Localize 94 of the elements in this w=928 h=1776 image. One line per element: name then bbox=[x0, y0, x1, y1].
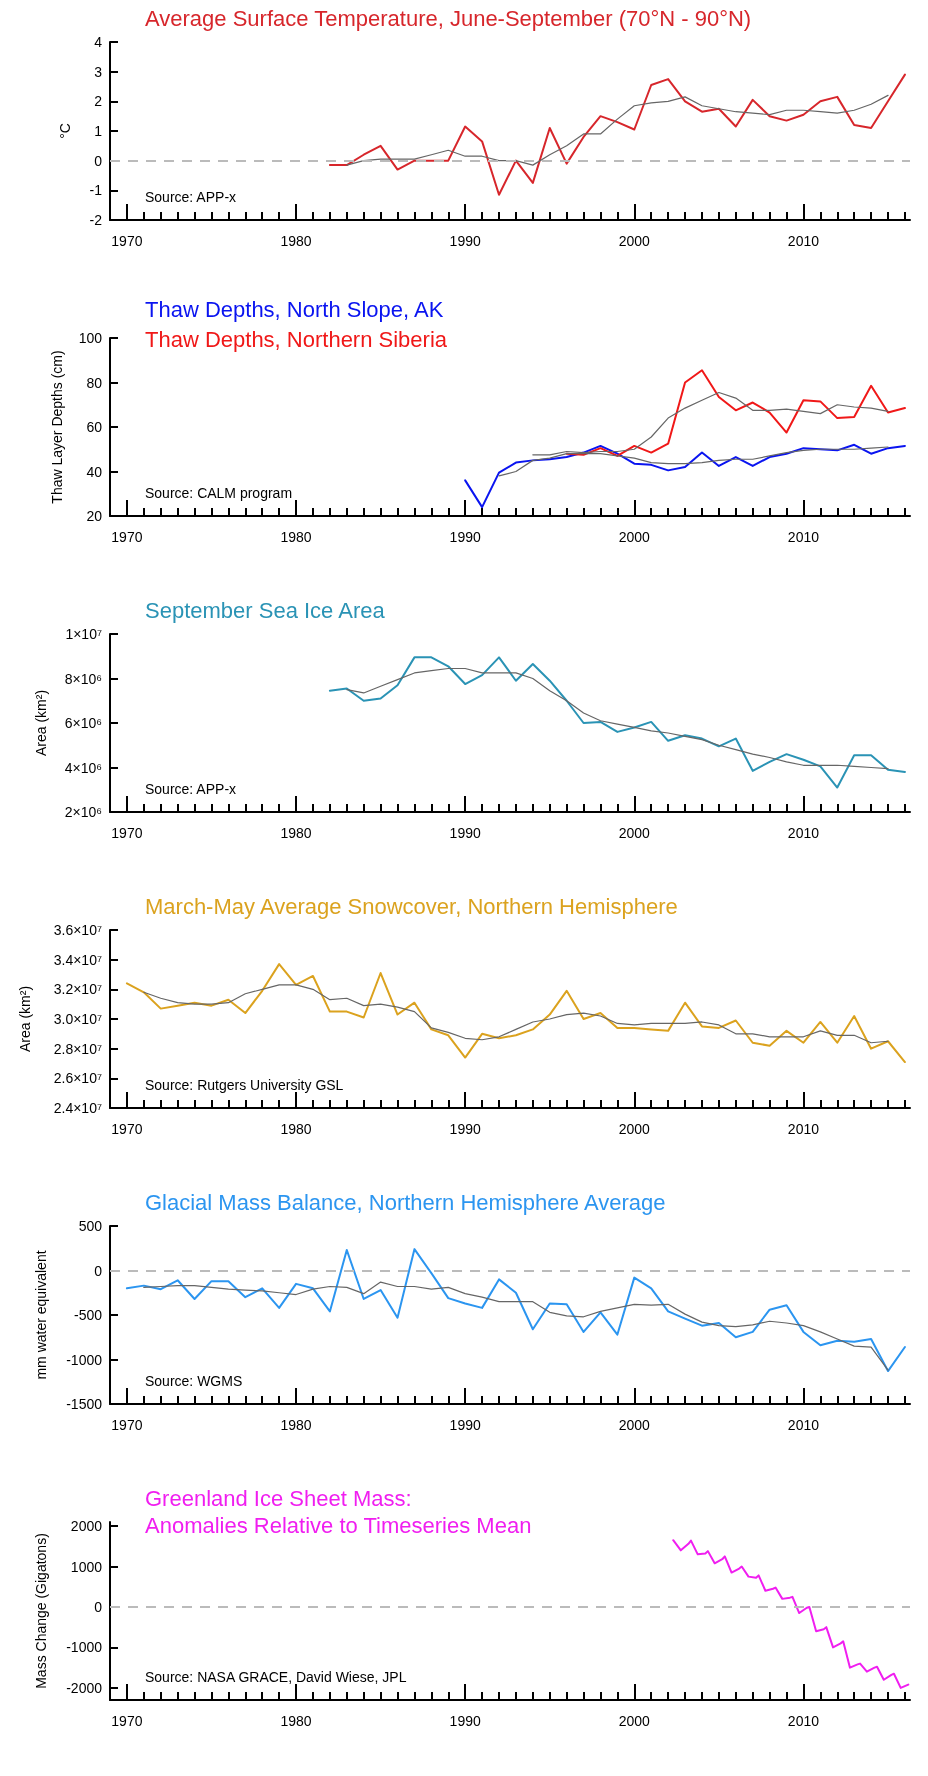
annotation: Source: CALM program bbox=[145, 485, 293, 501]
y-tick-label: 80 bbox=[86, 374, 103, 391]
text: Thaw Depths, Northern Siberia bbox=[145, 326, 448, 352]
line-series bbox=[143, 984, 889, 1044]
y-tick-label: 0 bbox=[94, 1598, 103, 1615]
x-tick-label: 1980 bbox=[280, 529, 312, 545]
x-tick-label: 2000 bbox=[618, 529, 651, 545]
y-tick-label: 8×10⁶ bbox=[64, 670, 102, 687]
y-tick-label: -1 bbox=[89, 182, 103, 199]
x-tick-label: 2000 bbox=[618, 825, 651, 841]
y-tick-label: 2.8×10⁷ bbox=[53, 1040, 102, 1057]
y-tick-label: 40 bbox=[86, 463, 103, 480]
y-axis-title: Area (km²) bbox=[33, 689, 49, 757]
annotation: Source: WGMS bbox=[145, 1373, 243, 1389]
y-tick-label: 60 bbox=[86, 419, 103, 435]
line-series bbox=[565, 369, 906, 457]
x-tick-label: 2000 bbox=[618, 1713, 651, 1729]
x-tick-label: 2010 bbox=[787, 1713, 820, 1729]
x-tick-label: 2000 bbox=[618, 1121, 651, 1137]
chart-title: Average Surface Temperature, June-September (70°N - 90°N) bbox=[145, 6, 752, 31]
y-tick-label: 3.6×10⁷ bbox=[53, 922, 102, 938]
y-tick-label: 4×10⁶ bbox=[64, 759, 102, 776]
chart-title: September Sea Ice Area bbox=[145, 598, 386, 623]
y-tick-label: 20 bbox=[86, 508, 103, 524]
x-tick-label: 1970 bbox=[111, 1417, 143, 1433]
y-tick-label: 2.4×10⁷ bbox=[53, 1100, 102, 1116]
y-tick-label: -1000 bbox=[66, 1351, 103, 1368]
y-axis-title: °C bbox=[57, 123, 73, 139]
y-tick-label: 500 bbox=[78, 1218, 103, 1234]
x-tick-label: 2010 bbox=[787, 233, 820, 249]
y-axis-title: mm water equivalent bbox=[33, 1250, 49, 1380]
line-series bbox=[125, 1248, 906, 1373]
text: Thaw Depths, North Slope, AK bbox=[145, 296, 444, 322]
y-tick-label: 3.4×10⁷ bbox=[53, 951, 102, 968]
y-tick-label: 2 bbox=[94, 93, 103, 110]
x-tick-label: 2010 bbox=[787, 1417, 820, 1433]
x-tick-label: 1980 bbox=[280, 1417, 312, 1433]
y-tick-label: 1 bbox=[94, 123, 103, 139]
x-tick-label: 1970 bbox=[111, 1121, 143, 1137]
y-tick-label: 0 bbox=[94, 152, 103, 169]
annotation: Source: NASA GRACE, David Wiese, JPL bbox=[145, 1669, 407, 1685]
annotation: Source: APP-x bbox=[145, 189, 237, 205]
x-tick-label: 1990 bbox=[449, 1713, 481, 1729]
y-tick-label: -2000 bbox=[66, 1679, 103, 1696]
x-tick-label: 1980 bbox=[280, 233, 312, 249]
annotation: Source: APP-x bbox=[145, 781, 237, 797]
y-tick-label: 0 bbox=[94, 1262, 103, 1279]
y-tick-label: -1500 bbox=[66, 1396, 103, 1412]
line-series bbox=[672, 1539, 910, 1689]
x-tick-label: 1970 bbox=[111, 825, 143, 841]
y-tick-label: -1000 bbox=[66, 1639, 103, 1656]
chart-title: Glacial Mass Balance, Northern Hemisphere Average bbox=[145, 1190, 666, 1215]
y-tick-label: 1000 bbox=[70, 1558, 103, 1575]
x-tick-label: 2000 bbox=[618, 233, 651, 249]
y-axis-title: Thaw Layer Depths (cm) bbox=[49, 350, 65, 504]
chart-title: March-May Average Snowcover, Northern Hemisphere bbox=[145, 894, 678, 919]
x-tick-label: 1970 bbox=[111, 1713, 143, 1729]
x-tick-label: 1980 bbox=[280, 1121, 312, 1137]
x-tick-label: 1990 bbox=[449, 233, 481, 249]
line-series bbox=[143, 1281, 889, 1371]
line-series bbox=[125, 963, 906, 1064]
y-tick-label: 2000 bbox=[70, 1518, 103, 1535]
line-series bbox=[346, 667, 889, 770]
y-tick-label: 2.6×10⁷ bbox=[53, 1070, 102, 1087]
line-series bbox=[328, 73, 906, 196]
y-tick-label: 100 bbox=[78, 330, 103, 346]
x-tick-label: 1990 bbox=[449, 1417, 481, 1433]
x-tick-label: 1990 bbox=[449, 529, 481, 545]
x-tick-label: 1980 bbox=[280, 1713, 312, 1729]
y-tick-label: 4 bbox=[94, 34, 103, 50]
annotation: Source: Rutgers University GSL bbox=[145, 1077, 344, 1093]
y-tick-label: -2 bbox=[89, 212, 103, 228]
y-axis-title: Area (km²) bbox=[17, 985, 33, 1053]
y-tick-label: -500 bbox=[73, 1307, 103, 1323]
x-tick-label: 1990 bbox=[449, 1121, 481, 1137]
y-tick-label: 2×10⁶ bbox=[64, 804, 102, 820]
x-tick-label: 2010 bbox=[787, 1121, 820, 1137]
x-tick-label: 1970 bbox=[111, 233, 143, 249]
x-tick-label: 2010 bbox=[787, 529, 820, 545]
x-tick-label: 1990 bbox=[449, 825, 481, 841]
x-tick-label: 2000 bbox=[618, 1417, 651, 1433]
x-tick-label: 2010 bbox=[787, 825, 820, 841]
line-series bbox=[328, 656, 906, 789]
chart-title: Greenland Ice Sheet Mass: Anomalies Relative to Timeseries Mean bbox=[145, 1486, 532, 1538]
y-tick-label: 3 bbox=[94, 63, 103, 80]
y-tick-label: 6×10⁶ bbox=[64, 715, 102, 731]
y-tick-label: 3.2×10⁷ bbox=[53, 981, 102, 998]
y-axis-title: Mass Change (Gigatons) bbox=[33, 1533, 49, 1689]
line-series bbox=[346, 94, 889, 166]
x-tick-label: 1970 bbox=[111, 529, 143, 545]
x-tick-label: 1980 bbox=[280, 825, 312, 841]
line-series bbox=[464, 443, 906, 509]
y-tick-label: 1×10⁷ bbox=[65, 626, 102, 642]
y-tick-label: 3.0×10⁷ bbox=[53, 1011, 102, 1027]
